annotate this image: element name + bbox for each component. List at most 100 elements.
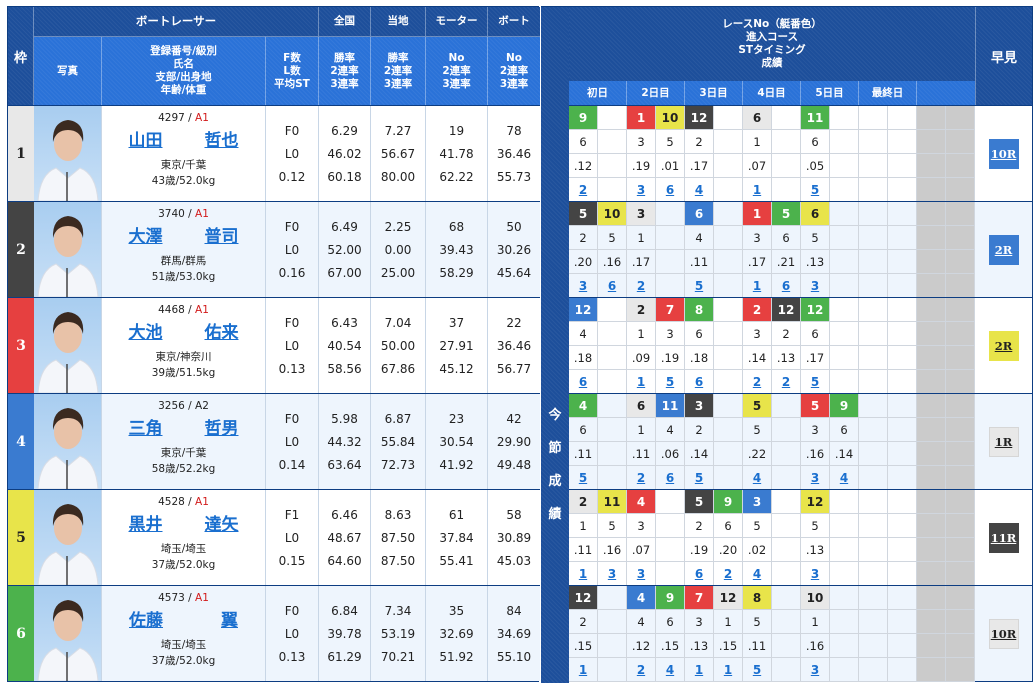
race-result-link[interactable]: 3 [801, 274, 830, 298]
race-result-link[interactable]: 6 [685, 562, 714, 586]
race-result-link[interactable]: 3 [569, 274, 598, 298]
race-result-link[interactable]: 4 [656, 658, 685, 682]
separator: / [184, 592, 196, 604]
race-result-link[interactable]: 6 [656, 466, 685, 490]
frame-number: 3 [8, 298, 34, 393]
stat-value: 56.77 [496, 361, 532, 376]
race-result-link[interactable]: 5 [685, 466, 714, 490]
race-result-link[interactable]: 4 [830, 466, 859, 490]
st-timing: .16 [801, 634, 830, 658]
race-result-link[interactable]: 4 [743, 562, 772, 586]
empty-cell [656, 514, 685, 538]
race-result-link[interactable]: 3 [598, 562, 627, 586]
race-result-link[interactable]: 1 [714, 658, 743, 682]
racer-name-link[interactable]: 山田 哲也 [102, 126, 265, 151]
race-result-link[interactable]: 1 [569, 562, 598, 586]
age-weight: 37歳/52.0kg [151, 655, 216, 667]
race-result-link[interactable]: 3 [627, 178, 656, 202]
early-view-button[interactable]: 10R [988, 138, 1019, 169]
race-result-link[interactable]: 3 [801, 466, 830, 490]
racer-class: A1 [195, 496, 209, 508]
racer-photo [34, 202, 102, 297]
stat-value: 35 [448, 603, 465, 618]
race-result-link[interactable]: 5 [685, 274, 714, 298]
age-weight: 51歳/53.0kg [151, 271, 216, 283]
stat-value: 53.19 [380, 626, 416, 641]
entry-course: 5 [598, 514, 627, 538]
race-result-link[interactable]: 2 [627, 466, 656, 490]
racer-name-link[interactable]: 大澤 普司 [102, 222, 265, 247]
race-result-link[interactable]: 3 [801, 658, 830, 682]
race-result-link[interactable]: 5 [656, 370, 685, 394]
st-timing: .20 [569, 250, 598, 274]
empty-cell [714, 466, 743, 490]
racer-name-link[interactable]: 三角 哲男 [102, 414, 265, 439]
racer-name-link[interactable]: 大池 佑来 [102, 318, 265, 343]
first-name: 佑来 [204, 323, 239, 343]
race-result-link[interactable]: 6 [656, 178, 685, 202]
empty-cell [859, 466, 888, 490]
empty-cell [772, 538, 801, 562]
empty-cell [917, 466, 946, 490]
race-result-link[interactable]: 3 [627, 562, 656, 586]
empty-cell [772, 634, 801, 658]
race-result-link[interactable]: 2 [569, 178, 598, 202]
race-result-link[interactable]: 5 [569, 466, 598, 490]
race-result-link[interactable]: 2 [743, 370, 772, 394]
race-result-link[interactable]: 6 [598, 274, 627, 298]
race-result-link[interactable]: 2 [627, 274, 656, 298]
empty-cell [946, 586, 975, 610]
empty-cell [830, 250, 859, 274]
empty-cell [888, 442, 917, 466]
empty-cell [888, 178, 917, 202]
race-result-link[interactable]: 5 [801, 178, 830, 202]
empty-cell [917, 418, 946, 442]
race-number: 6 [685, 202, 714, 226]
empty-cell [830, 226, 859, 250]
entry-course: 4 [569, 322, 598, 346]
st-timing: .16 [598, 250, 627, 274]
empty-cell [859, 394, 888, 418]
stat-value: 64.60 [327, 553, 362, 568]
race-result-link[interactable]: 3 [801, 562, 830, 586]
race-result-link[interactable]: 6 [685, 370, 714, 394]
empty-cell [946, 418, 975, 442]
early-view-button[interactable]: 2R [988, 330, 1019, 361]
entry-course: 3 [656, 322, 685, 346]
racer-row: 3 4468 / A1 大池 佑来 東京/神奈川 39歳/51.5kg F0 L0 0.13 6.… [8, 297, 540, 393]
frame-number: 1 [8, 106, 34, 201]
empty-cell [859, 106, 888, 130]
race-result-link[interactable]: 5 [743, 658, 772, 682]
early-view-button[interactable]: 10R [988, 618, 1019, 649]
racer-name-link[interactable]: 佐藤 翼 [102, 606, 265, 631]
racer-profile: 4468 / A1 大池 佑来 東京/神奈川 39歳/51.5kg [102, 298, 266, 393]
race-result-link[interactable]: 1 [569, 658, 598, 682]
race-result-link[interactable]: 2 [714, 562, 743, 586]
empty-cell [598, 586, 627, 610]
empty-cell [859, 130, 888, 154]
race-result-link[interactable]: 6 [772, 274, 801, 298]
early-view-button[interactable]: 1R [988, 426, 1019, 457]
race-result-link[interactable]: 2 [627, 658, 656, 682]
race-result-link[interactable]: 1 [743, 178, 772, 202]
entry-course: 5 [801, 226, 830, 250]
entry-course: 4 [656, 418, 685, 442]
race-result-link[interactable]: 6 [569, 370, 598, 394]
race-result-link[interactable]: 4 [743, 466, 772, 490]
boat-stats: 22 36.46 56.77 [488, 298, 540, 393]
entry-course: 5 [743, 610, 772, 634]
race-result-link[interactable]: 2 [772, 370, 801, 394]
race-result-link[interactable]: 5 [801, 370, 830, 394]
race-result-link[interactable]: 1 [743, 274, 772, 298]
label-char: 績 [548, 506, 562, 522]
empty-cell [772, 466, 801, 490]
race-result-link[interactable]: 1 [627, 370, 656, 394]
empty-cell [830, 586, 859, 610]
racer-name-link[interactable]: 黒井 達矢 [102, 510, 265, 535]
early-view-button[interactable]: 2R [988, 234, 1019, 265]
empty-cell [917, 586, 946, 610]
early-view-button[interactable]: 11R [988, 522, 1019, 553]
race-result-link[interactable]: 1 [685, 658, 714, 682]
empty-cell [946, 202, 975, 226]
race-result-link[interactable]: 4 [685, 178, 714, 202]
